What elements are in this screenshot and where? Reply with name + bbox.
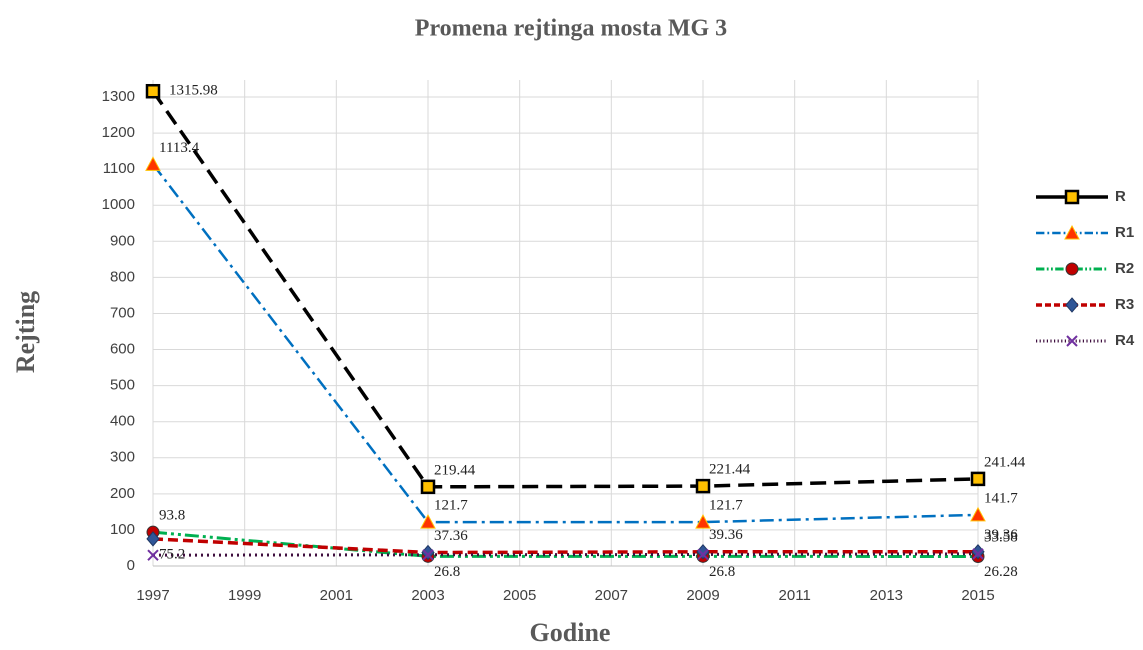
marker — [1065, 262, 1079, 276]
legend-item: R2 — [1036, 260, 1134, 277]
y-tick-label: 200 — [110, 485, 135, 502]
value-label: 39.36 — [709, 527, 743, 543]
value-label: 26.28 — [984, 564, 1018, 580]
series-line — [152, 537, 978, 555]
series-line — [152, 552, 979, 557]
value-label: 1315.98 — [169, 83, 218, 99]
x-tick-label: 2011 — [779, 587, 811, 604]
x-tick-label: 1997 — [136, 587, 169, 604]
legend-item: R — [1036, 188, 1126, 205]
y-tick-label: 1300 — [102, 88, 135, 105]
legend-label: R — [1115, 188, 1126, 205]
series-line — [151, 90, 979, 489]
value-label: 141.7 — [984, 490, 1018, 506]
legend-item: R1 — [1036, 224, 1134, 241]
value-label: 26.8 — [434, 564, 460, 580]
marker — [970, 471, 986, 487]
value-label: 219.44 — [434, 462, 476, 478]
x-tick-label: 2009 — [686, 587, 719, 604]
y-tick-label: 1200 — [102, 124, 135, 141]
value-label: 221.44 — [709, 462, 751, 478]
marker — [145, 156, 161, 171]
value-label: 121.7 — [709, 498, 743, 514]
value-label: 121.7 — [434, 498, 468, 514]
marker — [420, 514, 436, 529]
value-label: 93.8 — [159, 508, 185, 524]
value-label: 75.2 — [159, 546, 185, 562]
y-tick-label: 1100 — [103, 160, 135, 177]
marker — [1066, 335, 1078, 347]
value-label: 1113.4 — [159, 140, 200, 156]
y-tick-label: 700 — [110, 304, 135, 321]
x-tick-label: 2001 — [320, 587, 353, 604]
value-label: 33.58 — [984, 529, 1018, 545]
marker — [420, 479, 436, 495]
marker — [695, 478, 711, 494]
y-tick-label: 100 — [110, 521, 135, 538]
chart-title: Promena rejtinga mosta MG 3 — [415, 16, 727, 42]
y-tick-label: 800 — [110, 268, 135, 285]
y-tick-label: 500 — [110, 377, 135, 394]
marker — [422, 549, 434, 561]
y-tick-label: 0 — [127, 557, 135, 574]
marker — [1065, 297, 1079, 313]
value-label: 39.36 — [984, 527, 1018, 543]
x-tick-label: 2003 — [411, 587, 444, 604]
marker — [695, 514, 711, 529]
y-axis-label: Rejting — [11, 291, 40, 373]
x-axis-label: Godine — [530, 618, 611, 647]
marker — [697, 548, 709, 561]
legend-label: R4 — [1115, 332, 1135, 349]
x-tick-label: 2013 — [870, 587, 903, 604]
x-tick-label: 2005 — [503, 587, 536, 604]
series-line — [152, 163, 979, 524]
marker — [970, 506, 986, 522]
marker — [146, 531, 160, 547]
x-tick-label: 1999 — [228, 587, 261, 604]
x-tick-label: 2007 — [595, 587, 628, 604]
legend-item: R4 — [1036, 332, 1135, 349]
x-tick-label: 2015 — [961, 587, 994, 604]
y-tick-label: 900 — [110, 232, 135, 249]
legend-label: R3 — [1115, 296, 1134, 313]
value-label: 26.8 — [709, 564, 735, 580]
marker — [145, 83, 161, 99]
y-tick-label: 1000 — [102, 196, 135, 213]
y-tick-label: 600 — [110, 341, 135, 358]
value-label: 37.36 — [434, 528, 468, 544]
marker — [147, 549, 159, 561]
legend-item: R3 — [1036, 296, 1134, 313]
legend-label: R1 — [1115, 224, 1134, 241]
legend-label: R2 — [1115, 260, 1134, 277]
y-tick-label: 300 — [110, 449, 135, 466]
marker — [1064, 224, 1080, 240]
y-tick-label: 400 — [110, 413, 135, 430]
marker — [1064, 189, 1080, 205]
value-label: 241.44 — [984, 454, 1026, 470]
marker — [972, 548, 984, 560]
